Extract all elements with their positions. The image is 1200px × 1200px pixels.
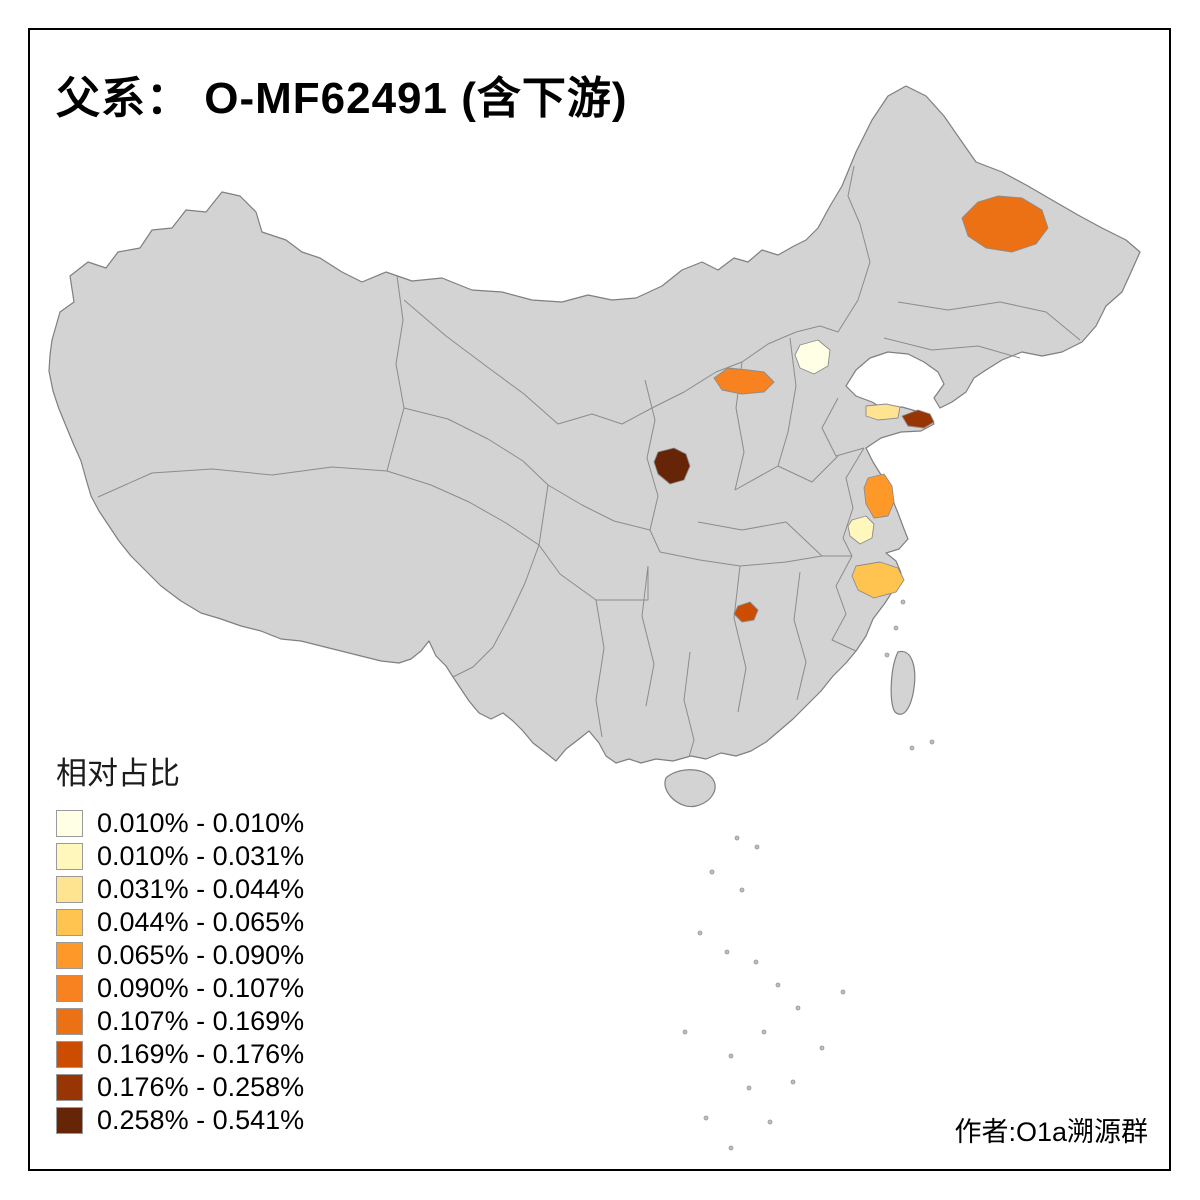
legend-swatch (56, 1074, 83, 1101)
hainan-island (664, 769, 716, 808)
region-zhejiang (851, 561, 905, 599)
legend-item: 0.090% - 0.107% (56, 972, 304, 1005)
legend-label: 0.176% - 0.258% (97, 1072, 305, 1102)
author-credit: 作者:O1a溯源群 (954, 1117, 1148, 1147)
legend-item: 0.065% - 0.090% (56, 939, 304, 972)
legend-swatch (56, 843, 83, 870)
region-heilongjiang (961, 195, 1049, 253)
legend-label: 0.010% - 0.010% (97, 808, 305, 838)
legend-item: 0.176% - 0.258% (56, 1071, 304, 1104)
taiwan-island (890, 650, 916, 715)
legend-swatch (56, 975, 83, 1002)
legend-item: 0.010% - 0.031% (56, 840, 304, 873)
legend-label: 0.107% - 0.169% (97, 1006, 305, 1036)
legend-item: 0.107% - 0.169% (56, 1005, 304, 1038)
legend-swatch (56, 1107, 83, 1134)
legend-label: 0.258% - 0.541% (97, 1105, 305, 1135)
region-weihai (901, 409, 935, 429)
legend-label: 0.065% - 0.090% (97, 940, 305, 970)
region-shaanxi (653, 447, 691, 485)
legend-swatch (56, 876, 83, 903)
legend-swatch (56, 909, 83, 936)
highlighted-regions (653, 195, 1049, 623)
south-china-sea-islets (682, 599, 935, 1151)
legend-title: 相对占比 (56, 756, 180, 791)
page-title: 父系： O-MF62491 (含下游) (56, 74, 628, 123)
legend-swatch (56, 1008, 83, 1035)
legend-swatch (56, 942, 83, 969)
legend-item: 0.031% - 0.044% (56, 873, 304, 906)
region-jiangsu (863, 473, 895, 519)
legend-item: 0.258% - 0.541% (56, 1104, 304, 1137)
legend: 相对占比 0.010% - 0.010% 0.010% - 0.031% 0.031… (56, 748, 304, 1137)
legend-swatch (56, 1041, 83, 1068)
legend-label: 0.031% - 0.044% (97, 874, 305, 904)
legend-label: 0.090% - 0.107% (97, 973, 305, 1003)
legend-items: 0.010% - 0.010% 0.010% - 0.031% 0.031% - 0… (56, 807, 304, 1137)
plot-border (28, 28, 1171, 1171)
region-shandong (865, 403, 901, 421)
region-shanxi (713, 367, 775, 395)
legend-item: 0.169% - 0.176% (56, 1038, 304, 1071)
region-jiangsu-south (847, 515, 875, 545)
legend-label: 0.169% - 0.176% (97, 1039, 305, 1069)
legend-swatch (56, 810, 83, 837)
region-beijing (794, 339, 831, 375)
legend-label: 0.010% - 0.031% (97, 841, 305, 871)
legend-item: 0.044% - 0.065% (56, 906, 304, 939)
legend-item: 0.010% - 0.010% (56, 807, 304, 840)
region-hunan (733, 601, 759, 623)
legend-label: 0.044% - 0.065% (97, 907, 305, 937)
